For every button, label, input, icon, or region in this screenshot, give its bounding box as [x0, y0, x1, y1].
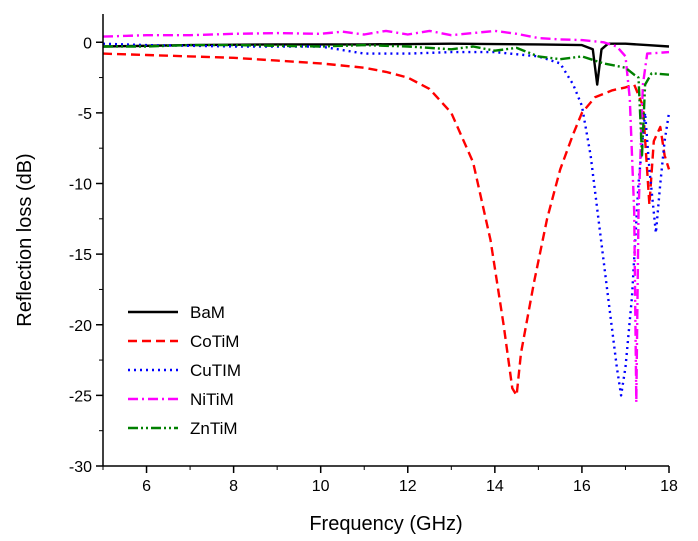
- y-tick-label: -5: [78, 106, 92, 123]
- series-line-nitim: [102, 29, 670, 404]
- x-tick-label: 8: [229, 478, 238, 495]
- x-tick-label: 16: [573, 478, 591, 495]
- y-tick-label: -15: [69, 247, 92, 264]
- y-axis-title: Reflection loss (dB): [14, 153, 36, 326]
- y-tick-label: 0: [83, 35, 92, 52]
- series-layer: [102, 29, 671, 404]
- legend: BaM CoTiM CuTIM NiTiM ZnTiM: [128, 303, 241, 438]
- series-line-bam: [102, 42, 670, 86]
- y-tick-label: -20: [69, 318, 92, 335]
- x-axis-title: Frequency (GHz): [309, 513, 462, 535]
- series-line-cotim: [102, 52, 671, 397]
- x-tick-label: 12: [399, 478, 417, 495]
- x-tick-label: 18: [660, 478, 678, 495]
- x-tick-label: 10: [312, 478, 330, 495]
- y-tick-label: -10: [69, 177, 92, 194]
- legend-label: NiTiM: [190, 390, 234, 409]
- x-ticks: 6 8 10 12 14 16 18: [102, 466, 678, 495]
- x-tick-label: 6: [142, 478, 151, 495]
- legend-label: ZnTiM: [190, 419, 238, 438]
- x-tick-label: 14: [486, 478, 504, 495]
- legend-label: BaM: [190, 303, 225, 322]
- series-line-zntim: [103, 43, 670, 157]
- y-tick-label: -25: [69, 388, 92, 405]
- legend-label: CoTiM: [190, 332, 239, 351]
- legend-label: CuTIM: [190, 361, 241, 380]
- axes-layer: [102, 14, 669, 467]
- y-ticks: 0 -5 -10 -15 -20 -25 -30: [69, 35, 103, 476]
- y-tick-label: -30: [69, 459, 92, 476]
